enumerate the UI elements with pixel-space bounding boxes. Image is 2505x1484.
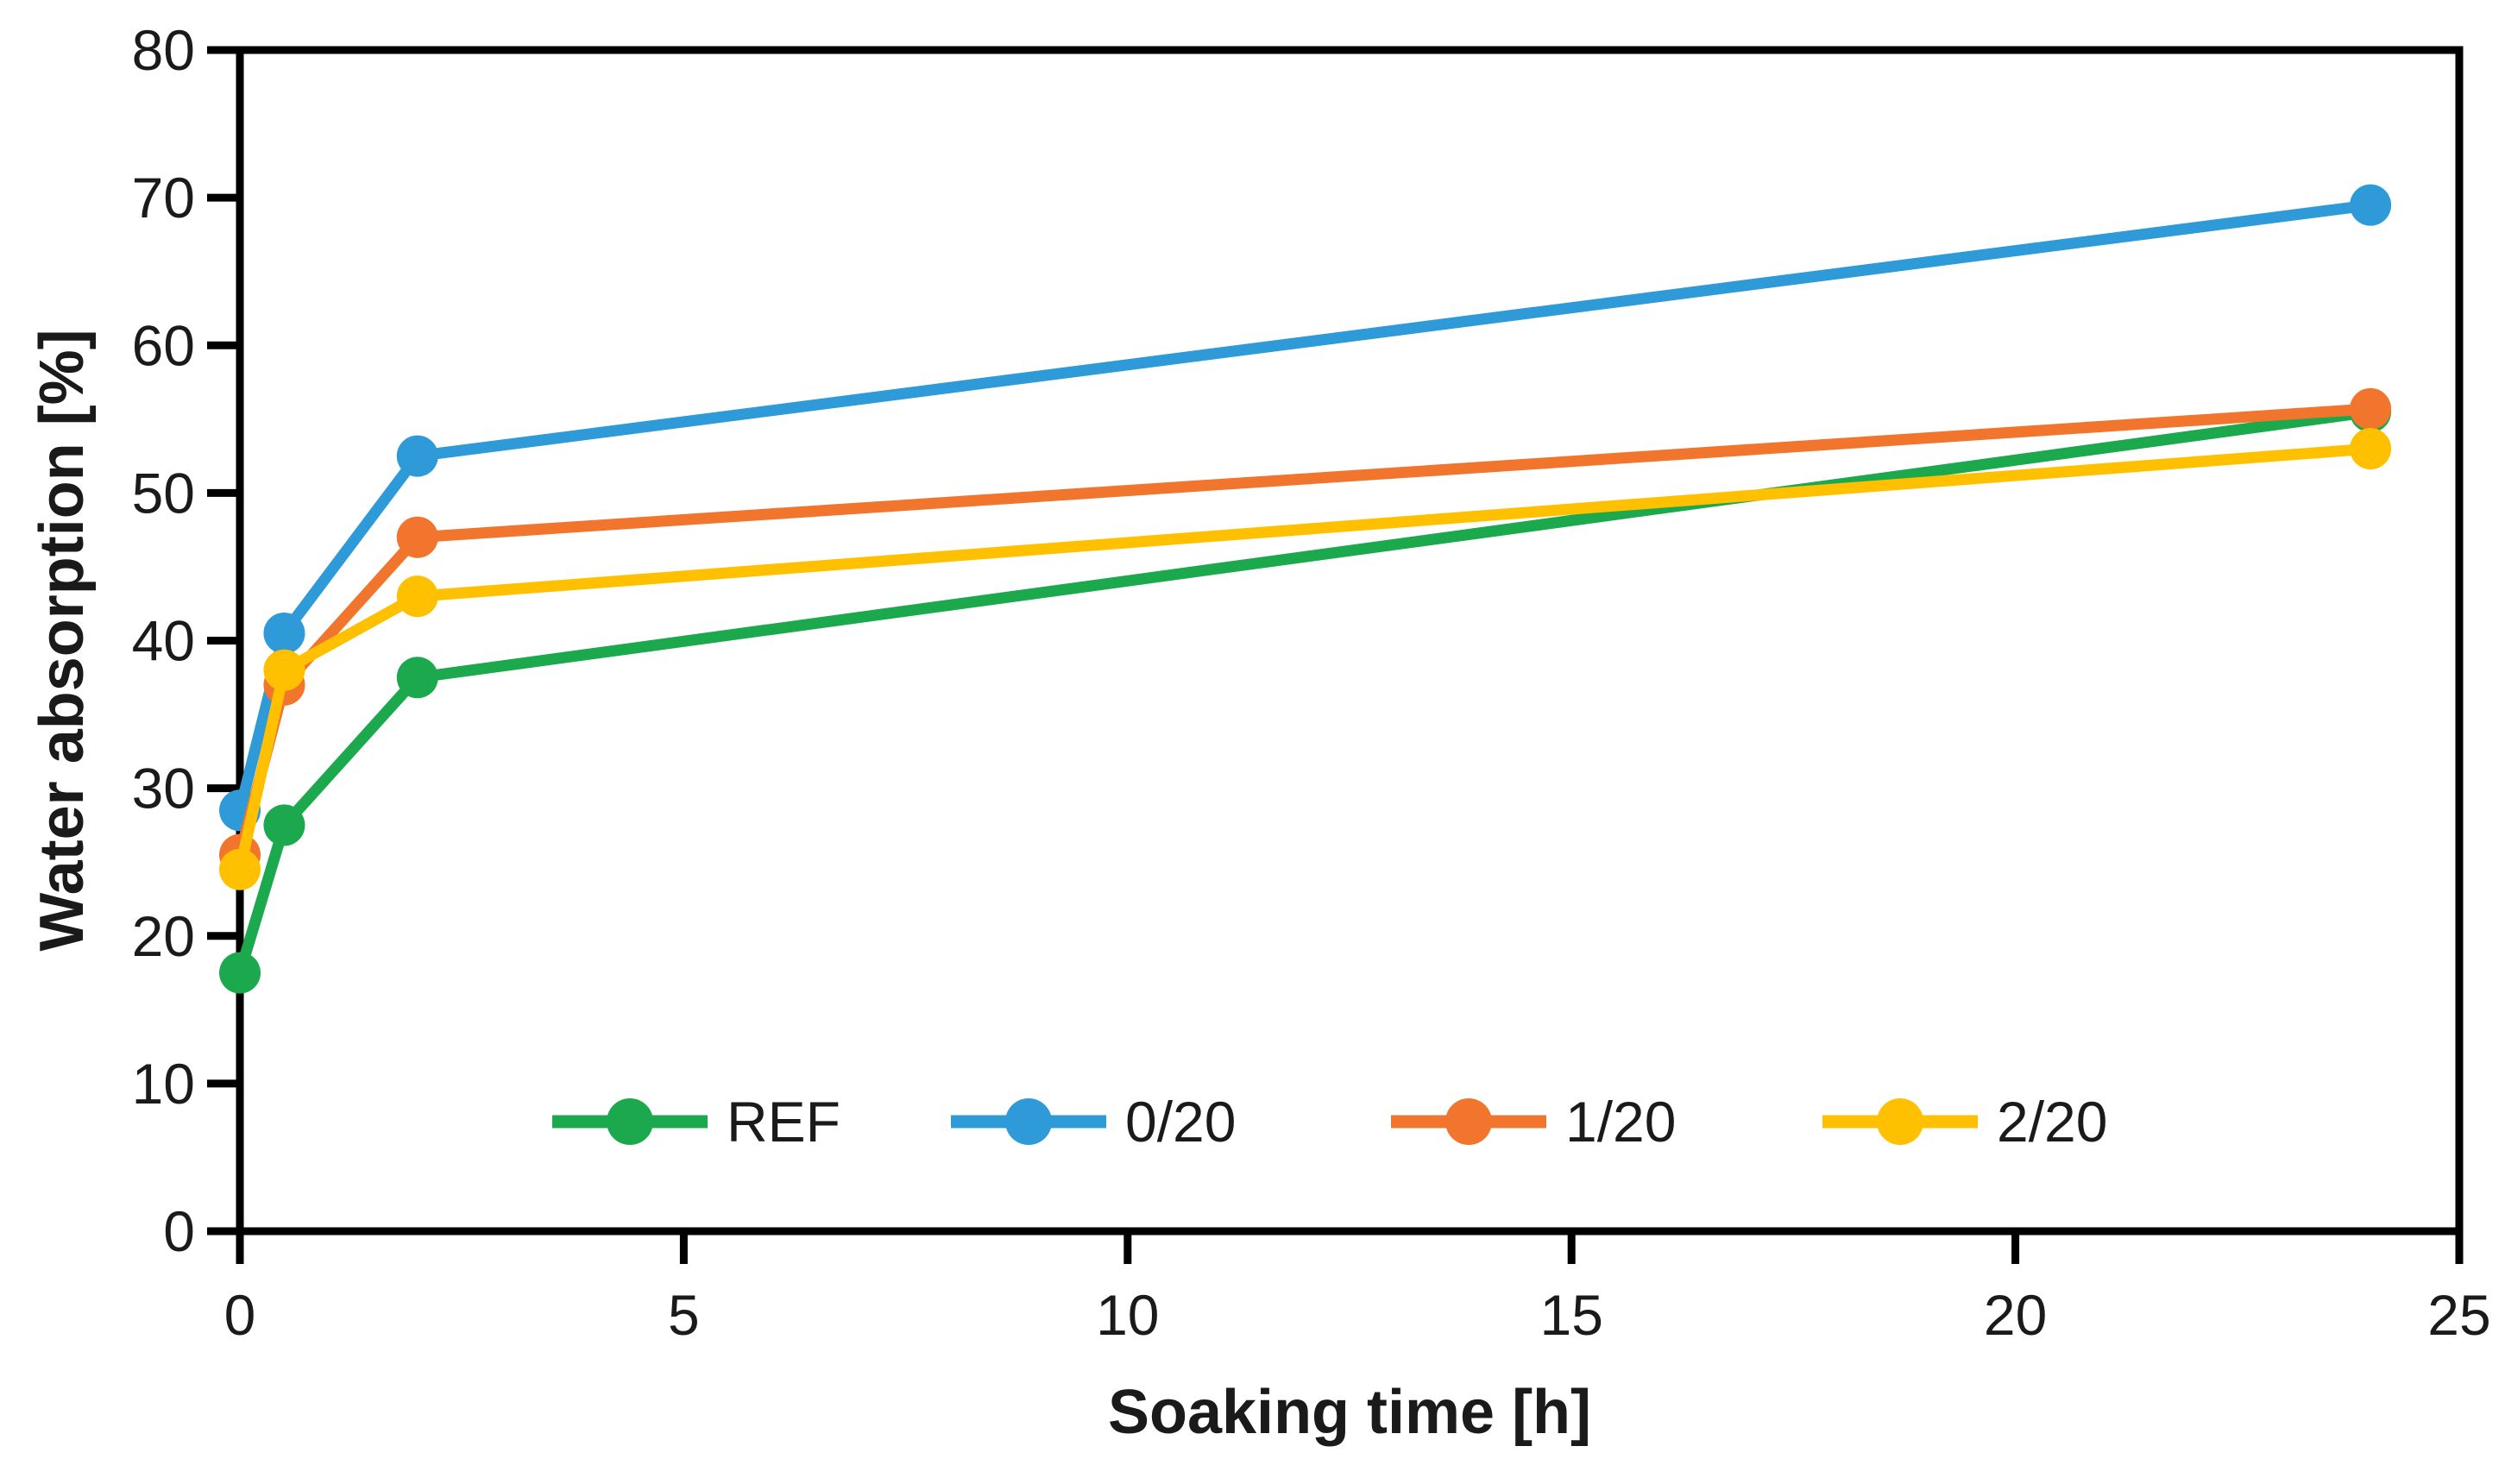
x-tick-label: 5 [668, 1283, 700, 1347]
data-point-marker-0-20 [2350, 184, 2392, 226]
data-point-marker-2-20 [219, 848, 261, 890]
data-point-marker-2-20 [263, 649, 305, 691]
legend-swatch-marker [607, 1098, 653, 1145]
data-point-marker-1-20 [2350, 387, 2392, 430]
legend-item-2-20: 2/20 [1822, 1090, 2107, 1154]
legend-item-0-20: 0/20 [951, 1090, 1236, 1154]
y-tick-label: 70 [132, 166, 195, 230]
legend-label: REF [727, 1090, 840, 1154]
series-line-ref [234, 406, 2376, 979]
legend-label: 2/20 [1997, 1090, 2107, 1154]
data-point-marker-0-20 [396, 435, 438, 477]
legend-label: 0/20 [1125, 1090, 1236, 1154]
y-tick-label: 80 [132, 18, 195, 82]
data-point-marker-ref [219, 952, 261, 994]
data-point-marker-2-20 [396, 575, 438, 618]
x-tick-label: 10 [1096, 1283, 1159, 1347]
data-point-marker-2-20 [2350, 428, 2392, 470]
x-tick-label: 15 [1539, 1283, 1602, 1347]
x-tick-label: 20 [1984, 1283, 2047, 1347]
x-tick-label: 25 [2427, 1283, 2490, 1347]
y-tick-label: 0 [163, 1199, 195, 1263]
plot-border [236, 46, 2464, 1236]
y-tick-label: 30 [132, 757, 195, 821]
legend-swatch-marker [1005, 1098, 1052, 1145]
data-point-marker-0-20 [263, 612, 305, 654]
data-point-marker-ref [263, 804, 305, 846]
y-tick-label: 40 [132, 609, 195, 673]
x-tick-label: 0 [224, 1283, 256, 1347]
legend-item-ref: REF [552, 1090, 840, 1154]
data-point-marker-1-20 [396, 516, 438, 558]
legend-item-1-20: 1/20 [1391, 1090, 1676, 1154]
y-axis-title: Water absorption [%] [28, 329, 97, 952]
y-tick-label: 50 [132, 461, 195, 525]
series-line-0-20 [234, 199, 2376, 816]
legend-swatch-marker [1877, 1098, 1923, 1145]
legend-label: 1/20 [1565, 1090, 1676, 1154]
data-point-marker-ref [396, 657, 438, 699]
x-axis-title: Soaking time [h] [1107, 1378, 1592, 1447]
y-tick-label: 10 [132, 1052, 195, 1116]
series-line-2-20 [234, 443, 2376, 876]
y-tick-label: 20 [132, 904, 195, 968]
y-tick-label: 60 [132, 313, 195, 377]
legend-swatch-marker [1445, 1098, 1492, 1145]
